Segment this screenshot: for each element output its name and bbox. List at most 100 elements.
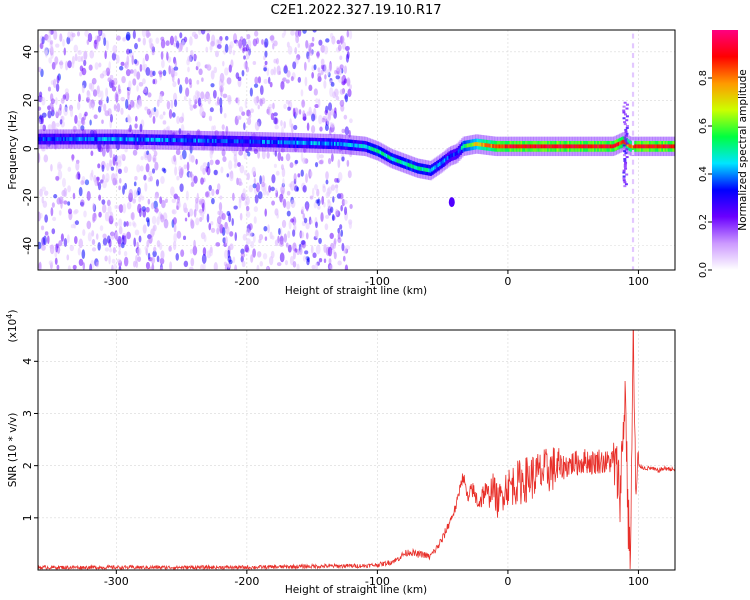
spectrogram-noise-cell — [243, 169, 247, 176]
spectrogram-noise-cell — [213, 262, 218, 270]
spectrogram-noise-cell — [264, 236, 268, 241]
spectrogram-noise-cell — [339, 99, 345, 107]
spectrogram-noise-cell — [99, 73, 105, 79]
spectrogram-noise-cell — [253, 96, 258, 104]
spectrogram-disturbance-cell — [622, 177, 626, 180]
spectrogram-noise-cell — [106, 235, 111, 244]
spectrogram-ridge-cell — [376, 148, 379, 153]
spectrogram-ridge-cell — [550, 144, 553, 149]
spectrogram-noise-cell — [323, 80, 327, 89]
spectrogram-noise-cell — [331, 213, 335, 222]
snr-line-layer — [38, 330, 675, 570]
spectrogram-noise-cell — [91, 103, 95, 110]
spectrogram-noise-cell — [133, 189, 138, 198]
spectrogram-noise-cell — [207, 161, 210, 169]
spectrogram-noise-cell — [149, 175, 153, 182]
spectrogram-noise-cell — [304, 250, 309, 255]
spectrogram-noise-cell — [140, 156, 144, 161]
spectrogram-ridge-cell — [587, 144, 591, 149]
spectrogram-ridge-cell — [83, 137, 87, 142]
spectrogram-noise-cell — [303, 148, 307, 153]
spectrogram-noise-cell — [337, 171, 343, 182]
spectrogram-noise-cell — [63, 238, 68, 247]
spectrogram-noise-cell — [274, 124, 279, 130]
spectrogram-noise-cell — [63, 47, 67, 56]
spectrogram-noise-cell — [75, 161, 80, 171]
spectrogram-noise-cell — [245, 205, 250, 212]
spectrogram-noise-cell — [119, 177, 122, 184]
spectrogram-noise-cell — [77, 101, 81, 111]
spectrogram-noise-cell — [314, 103, 319, 109]
spectrogram-noise-cell — [261, 149, 266, 160]
spectrogram-noise-cell — [143, 174, 147, 181]
spectrogram-noise-cell — [307, 257, 310, 263]
spectrogram-noise-cell — [197, 30, 202, 35]
spectrogram-noise-cell — [340, 229, 344, 237]
spectrogram-ridge-cell — [58, 137, 61, 142]
spectrogram-noise-cell — [205, 46, 209, 53]
spectrogram-noise-cell — [117, 84, 121, 93]
spectrogram-noise-cell — [146, 32, 152, 37]
spectrogram-noise-cell — [211, 197, 215, 205]
spectrogram-noise-cell — [246, 34, 251, 40]
spectrogram-noise-cell — [141, 30, 147, 38]
spectrogram-noise-cell — [333, 88, 339, 97]
spectrogram-noise-cell — [266, 67, 270, 77]
spectrogram-noise-cell — [253, 216, 257, 224]
spectrogram-noise-cell — [244, 200, 248, 206]
spectrogram-ridge-cell — [197, 138, 201, 143]
spectrogram-noise-cell — [324, 63, 327, 74]
spectrogram-noise-cell — [233, 149, 238, 157]
spectrogram-noise-cell — [74, 220, 80, 226]
spectrogram-disturbance-cell — [624, 138, 628, 141]
spectrogram-disturbance-cell — [622, 109, 626, 112]
spectrogram-ridge-cell — [307, 141, 311, 145]
spectrogram-ridge-cell — [507, 144, 511, 149]
spectrogram-noise-cell — [327, 246, 333, 257]
spectrogram-noise-cell — [256, 251, 262, 258]
spectrogram-noise-cell — [317, 67, 321, 73]
spectrogram-noise-cell — [280, 185, 285, 195]
spectrogram-noise-cell — [341, 41, 347, 50]
snr-panel: -300 -200 -100 0 100 1 2 3 4 Height of straight… — [5, 310, 676, 596]
spectrogram-noise-cell — [286, 201, 291, 210]
spectrogram-noise-cell — [134, 42, 138, 50]
spectrogram-noise-cell — [196, 192, 199, 203]
spectrogram-noise-cell — [343, 114, 348, 120]
spectrogram-noise-cell — [282, 178, 285, 186]
spectrogram-noise-cell — [264, 38, 269, 48]
spectrogram-noise-cell — [294, 159, 299, 165]
spectrogram-noise-cell — [323, 243, 327, 253]
spectrogram-noise-cell — [325, 214, 330, 219]
spectrogram-noise-cell — [313, 64, 317, 71]
spectrogram-noise-cell — [129, 69, 134, 74]
spectrogram-ridge-cell — [305, 140, 309, 145]
spectrogram-noise-cell — [48, 57, 52, 64]
spectrogram-noise-cell — [286, 190, 291, 196]
spectrogram-noise-cell — [188, 152, 192, 162]
spectrogram-noise-cell — [46, 235, 50, 245]
spectrogram-ridge-cell — [222, 139, 226, 144]
spectrogram-ridge-cell — [221, 139, 224, 143]
spectrogram-noise-cell — [122, 185, 125, 195]
spectrogram-noise-cell — [179, 32, 183, 39]
spectrogram-ridge-cell — [280, 140, 284, 145]
spectrogram-ridge-cell — [125, 137, 129, 142]
spectrogram-noise-cell — [90, 150, 94, 157]
spectrogram-noise-cell — [152, 70, 156, 77]
spectrogram-noise-cell — [139, 123, 143, 133]
spectrogram-noise-cell — [42, 200, 48, 208]
spectrogram-noise-cell — [300, 89, 304, 97]
spectrogram-noise-cell — [161, 199, 166, 209]
spectrogram-noise-cell — [301, 99, 305, 108]
spectrogram-ridge-cell — [319, 141, 323, 146]
spectrogram-noise-cell — [91, 230, 95, 237]
spectrogram-noise-cell — [275, 170, 280, 176]
spectrogram-noise-cell — [279, 240, 284, 247]
spectrogram-noise-cell — [111, 264, 114, 270]
spectrogram-ridge-cell — [47, 137, 50, 142]
spectrogram-disturbance-cell — [623, 154, 627, 157]
spectrogram-noise-cell — [174, 166, 178, 176]
spectrogram-ridge-cell — [374, 148, 378, 153]
spectrogram-noise-cell — [103, 37, 107, 47]
